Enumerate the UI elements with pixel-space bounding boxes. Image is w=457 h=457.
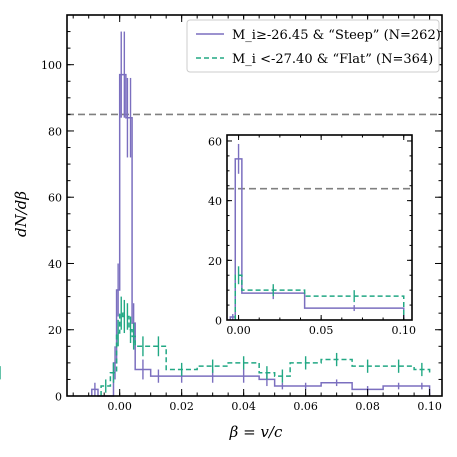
main-x-tick-label: 0.00	[107, 400, 132, 413]
inset-plot: 0.00 0.05 0.10 0 20 40 60	[208, 134, 416, 337]
main-frame	[66, 14, 443, 397]
main-y-tick-label: 0	[55, 391, 62, 404]
legend-label-steep: M_i≥-26.45 & “Steep” (N=262)	[232, 28, 441, 43]
legend-label-flat: M_i <-27.40 & “Flat” (N=364)	[232, 52, 433, 67]
inset-x-tick-label: 0.10	[391, 324, 416, 337]
main-x-tick-label: 0.06	[293, 400, 318, 413]
main-x-tick-label: 0.08	[355, 400, 380, 413]
main-series-flat-step	[100, 312, 431, 396]
legend: M_i≥-26.45 & “Steep” (N=262) M_i <-27.40…	[186, 19, 441, 73]
main-y-tick-label: 80	[48, 125, 62, 138]
main-x-tick-label: 0.10	[417, 400, 442, 413]
inset-y-tick-label: 20	[208, 255, 222, 268]
main-y-tick-label: 60	[48, 192, 62, 205]
inset-background	[227, 135, 412, 320]
main-y-tick-label: 20	[48, 324, 62, 337]
y-axis-label: dN/dβ	[12, 191, 30, 237]
inset-frame	[226, 134, 413, 321]
inset-y-tick-label: 40	[208, 195, 222, 208]
inset-x-tick-label: 0.00	[226, 324, 251, 337]
main-y-tick-label: 100	[41, 59, 62, 72]
inset-y-tick-label: 60	[208, 135, 222, 148]
main-x-tick-label: 0.04	[231, 400, 256, 413]
legend-box	[186, 19, 440, 73]
inset-x-tick-label: 0.05	[309, 324, 334, 337]
inset-y-tick-label: 0	[215, 315, 222, 328]
main-x-tick-label: 0.02	[169, 400, 194, 413]
main-y-tick-label: 40	[48, 258, 62, 271]
x-axis-label: β = v/c	[229, 423, 283, 441]
